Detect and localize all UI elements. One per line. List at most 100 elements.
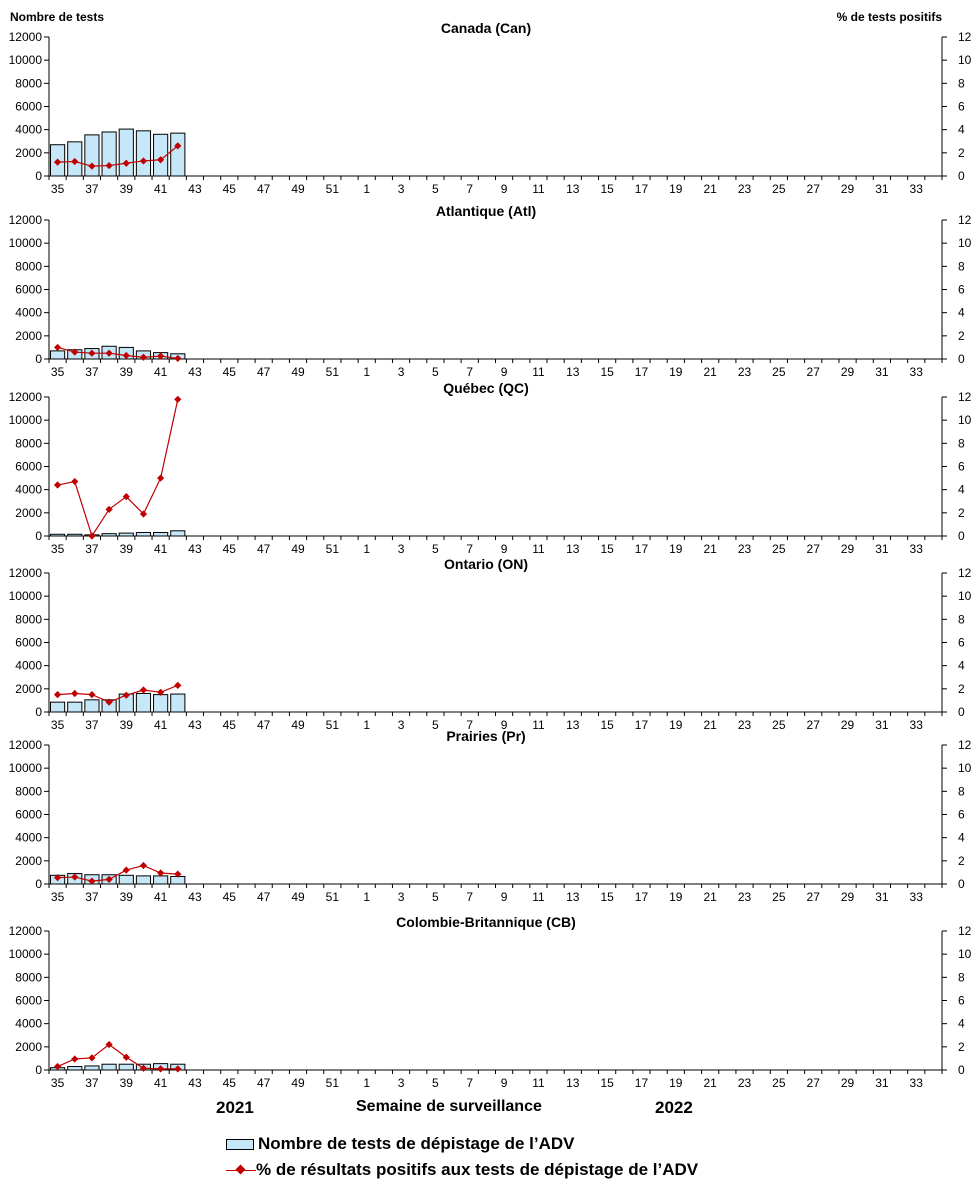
x-tick-label: 47 xyxy=(257,890,271,904)
percent-positive-point xyxy=(88,1054,96,1062)
right-tick-label: 0 xyxy=(958,352,965,366)
chart-title: Prairies (Pr) xyxy=(446,728,525,744)
right-tick-label: 12 xyxy=(958,390,972,404)
left-tick-label: 0 xyxy=(35,169,42,183)
x-tick-label: 21 xyxy=(703,365,717,379)
right-tick-label: 6 xyxy=(958,283,965,297)
percent-positive-point xyxy=(122,691,130,699)
x-tick-label: 39 xyxy=(120,182,134,196)
right-tick-label: 12 xyxy=(958,924,972,938)
chart-title: Colombie-Britannique (CB) xyxy=(396,914,576,930)
x-tick-label: 35 xyxy=(51,542,65,556)
left-tick-label: 8000 xyxy=(15,784,42,798)
chart-title: Ontario (ON) xyxy=(444,556,528,572)
right-tick-label: 10 xyxy=(958,53,972,67)
x-tick-label: 19 xyxy=(669,542,683,556)
percent-positive-point xyxy=(71,1055,79,1063)
x-tick-label: 23 xyxy=(738,365,752,379)
x-tick-label: 51 xyxy=(326,542,340,556)
percent-positive-point xyxy=(139,1064,148,1072)
test-count-bar xyxy=(118,1063,134,1071)
left-tick-label: 2000 xyxy=(15,329,42,343)
percent-positive-line xyxy=(57,399,179,538)
x-tick-label: 23 xyxy=(738,718,752,732)
percent-positive-point xyxy=(53,1062,62,1071)
test-count-bar xyxy=(153,694,169,713)
x-tick-label: 7 xyxy=(466,890,473,904)
x-tick-label: 11 xyxy=(532,182,545,196)
x-tick-label: 49 xyxy=(291,1076,305,1090)
right-tick-label: 0 xyxy=(958,1063,965,1077)
x-tick-label: 19 xyxy=(669,1076,683,1090)
percent-positive-point xyxy=(122,1053,130,1061)
right-tick-label: 12 xyxy=(958,30,972,44)
x-tick-label: 3 xyxy=(398,365,405,379)
right-tick-label: 8 xyxy=(958,970,965,984)
x-tick-label: 29 xyxy=(841,718,855,732)
legend-item-line: % de résultats positifs aux tests de dép… xyxy=(226,1157,698,1183)
right-tick-label: 8 xyxy=(958,76,965,90)
percent-positive-point xyxy=(139,861,148,870)
x-tick-label: 17 xyxy=(635,718,649,732)
x-tick-label: 21 xyxy=(703,890,717,904)
x-tick-label: 19 xyxy=(669,718,683,732)
test-count-bar xyxy=(84,699,100,713)
x-tick-label: 19 xyxy=(669,182,683,196)
x-tick-label: 41 xyxy=(154,542,168,556)
test-count-bar xyxy=(101,1063,117,1071)
legend-bar-swatch xyxy=(226,1138,254,1150)
x-tick-label: 29 xyxy=(841,542,855,556)
x-tick-label: 9 xyxy=(501,365,508,379)
x-tick-label: 49 xyxy=(291,542,305,556)
x-tick-label: 31 xyxy=(875,718,889,732)
x-tick-label: 39 xyxy=(120,1076,134,1090)
x-tick-label: 39 xyxy=(120,718,134,732)
x-tick-label: 37 xyxy=(85,182,99,196)
x-tick-label: 17 xyxy=(635,365,649,379)
x-tick-label: 5 xyxy=(432,542,439,556)
x-tick-label: 33 xyxy=(910,1076,924,1090)
test-count-bar xyxy=(153,532,169,537)
x-tick-label: 43 xyxy=(188,718,202,732)
chart-panel: Atlantique (Atl)020004000600080001000012… xyxy=(9,203,972,379)
x-tick-label: 25 xyxy=(772,1076,786,1090)
left-tick-label: 6000 xyxy=(15,283,42,297)
year-label-2022: 2022 xyxy=(655,1098,693,1117)
chart-title: Canada (Can) xyxy=(441,20,531,36)
x-tick-label: 31 xyxy=(875,365,889,379)
percent-positive-point xyxy=(88,349,96,357)
right-tick-label: 2 xyxy=(958,329,965,343)
x-tick-label: 33 xyxy=(910,890,924,904)
x-tick-label: 5 xyxy=(432,1076,439,1090)
left-tick-label: 10000 xyxy=(9,947,43,961)
x-tick-label: 25 xyxy=(772,365,786,379)
test-count-bar xyxy=(135,130,152,177)
right-tick-label: 6 xyxy=(958,994,965,1008)
x-tick-label: 41 xyxy=(154,890,168,904)
percent-positive-point xyxy=(53,481,62,489)
percent-positive-point xyxy=(174,142,182,150)
x-tick-label: 25 xyxy=(772,182,786,196)
x-tick-label: 9 xyxy=(501,1076,508,1090)
test-count-bar xyxy=(84,134,100,177)
right-axis-title: % de tests positifs xyxy=(837,10,943,24)
percent-positive-point xyxy=(53,158,62,166)
x-tick-label: 9 xyxy=(501,182,508,196)
left-tick-label: 4000 xyxy=(15,306,42,320)
x-tick-label: 41 xyxy=(154,365,168,379)
x-tick-label: 23 xyxy=(738,1076,752,1090)
left-tick-label: 12000 xyxy=(9,566,43,580)
x-tick-label: 1 xyxy=(363,365,370,379)
x-tick-label: 49 xyxy=(291,182,305,196)
percent-positive-point xyxy=(53,343,62,352)
left-tick-label: 12000 xyxy=(9,30,43,44)
test-count-bar xyxy=(153,133,169,177)
left-tick-label: 2000 xyxy=(15,506,42,520)
right-tick-label: 4 xyxy=(958,483,965,497)
right-tick-label: 4 xyxy=(958,306,965,320)
chart-panel: Colombie-Britannique (CB)020004000600080… xyxy=(9,914,972,1090)
x-tick-label: 15 xyxy=(600,1076,614,1090)
right-tick-label: 6 xyxy=(958,460,965,474)
percent-positive-point xyxy=(105,349,113,357)
left-tick-label: 2000 xyxy=(15,146,42,160)
